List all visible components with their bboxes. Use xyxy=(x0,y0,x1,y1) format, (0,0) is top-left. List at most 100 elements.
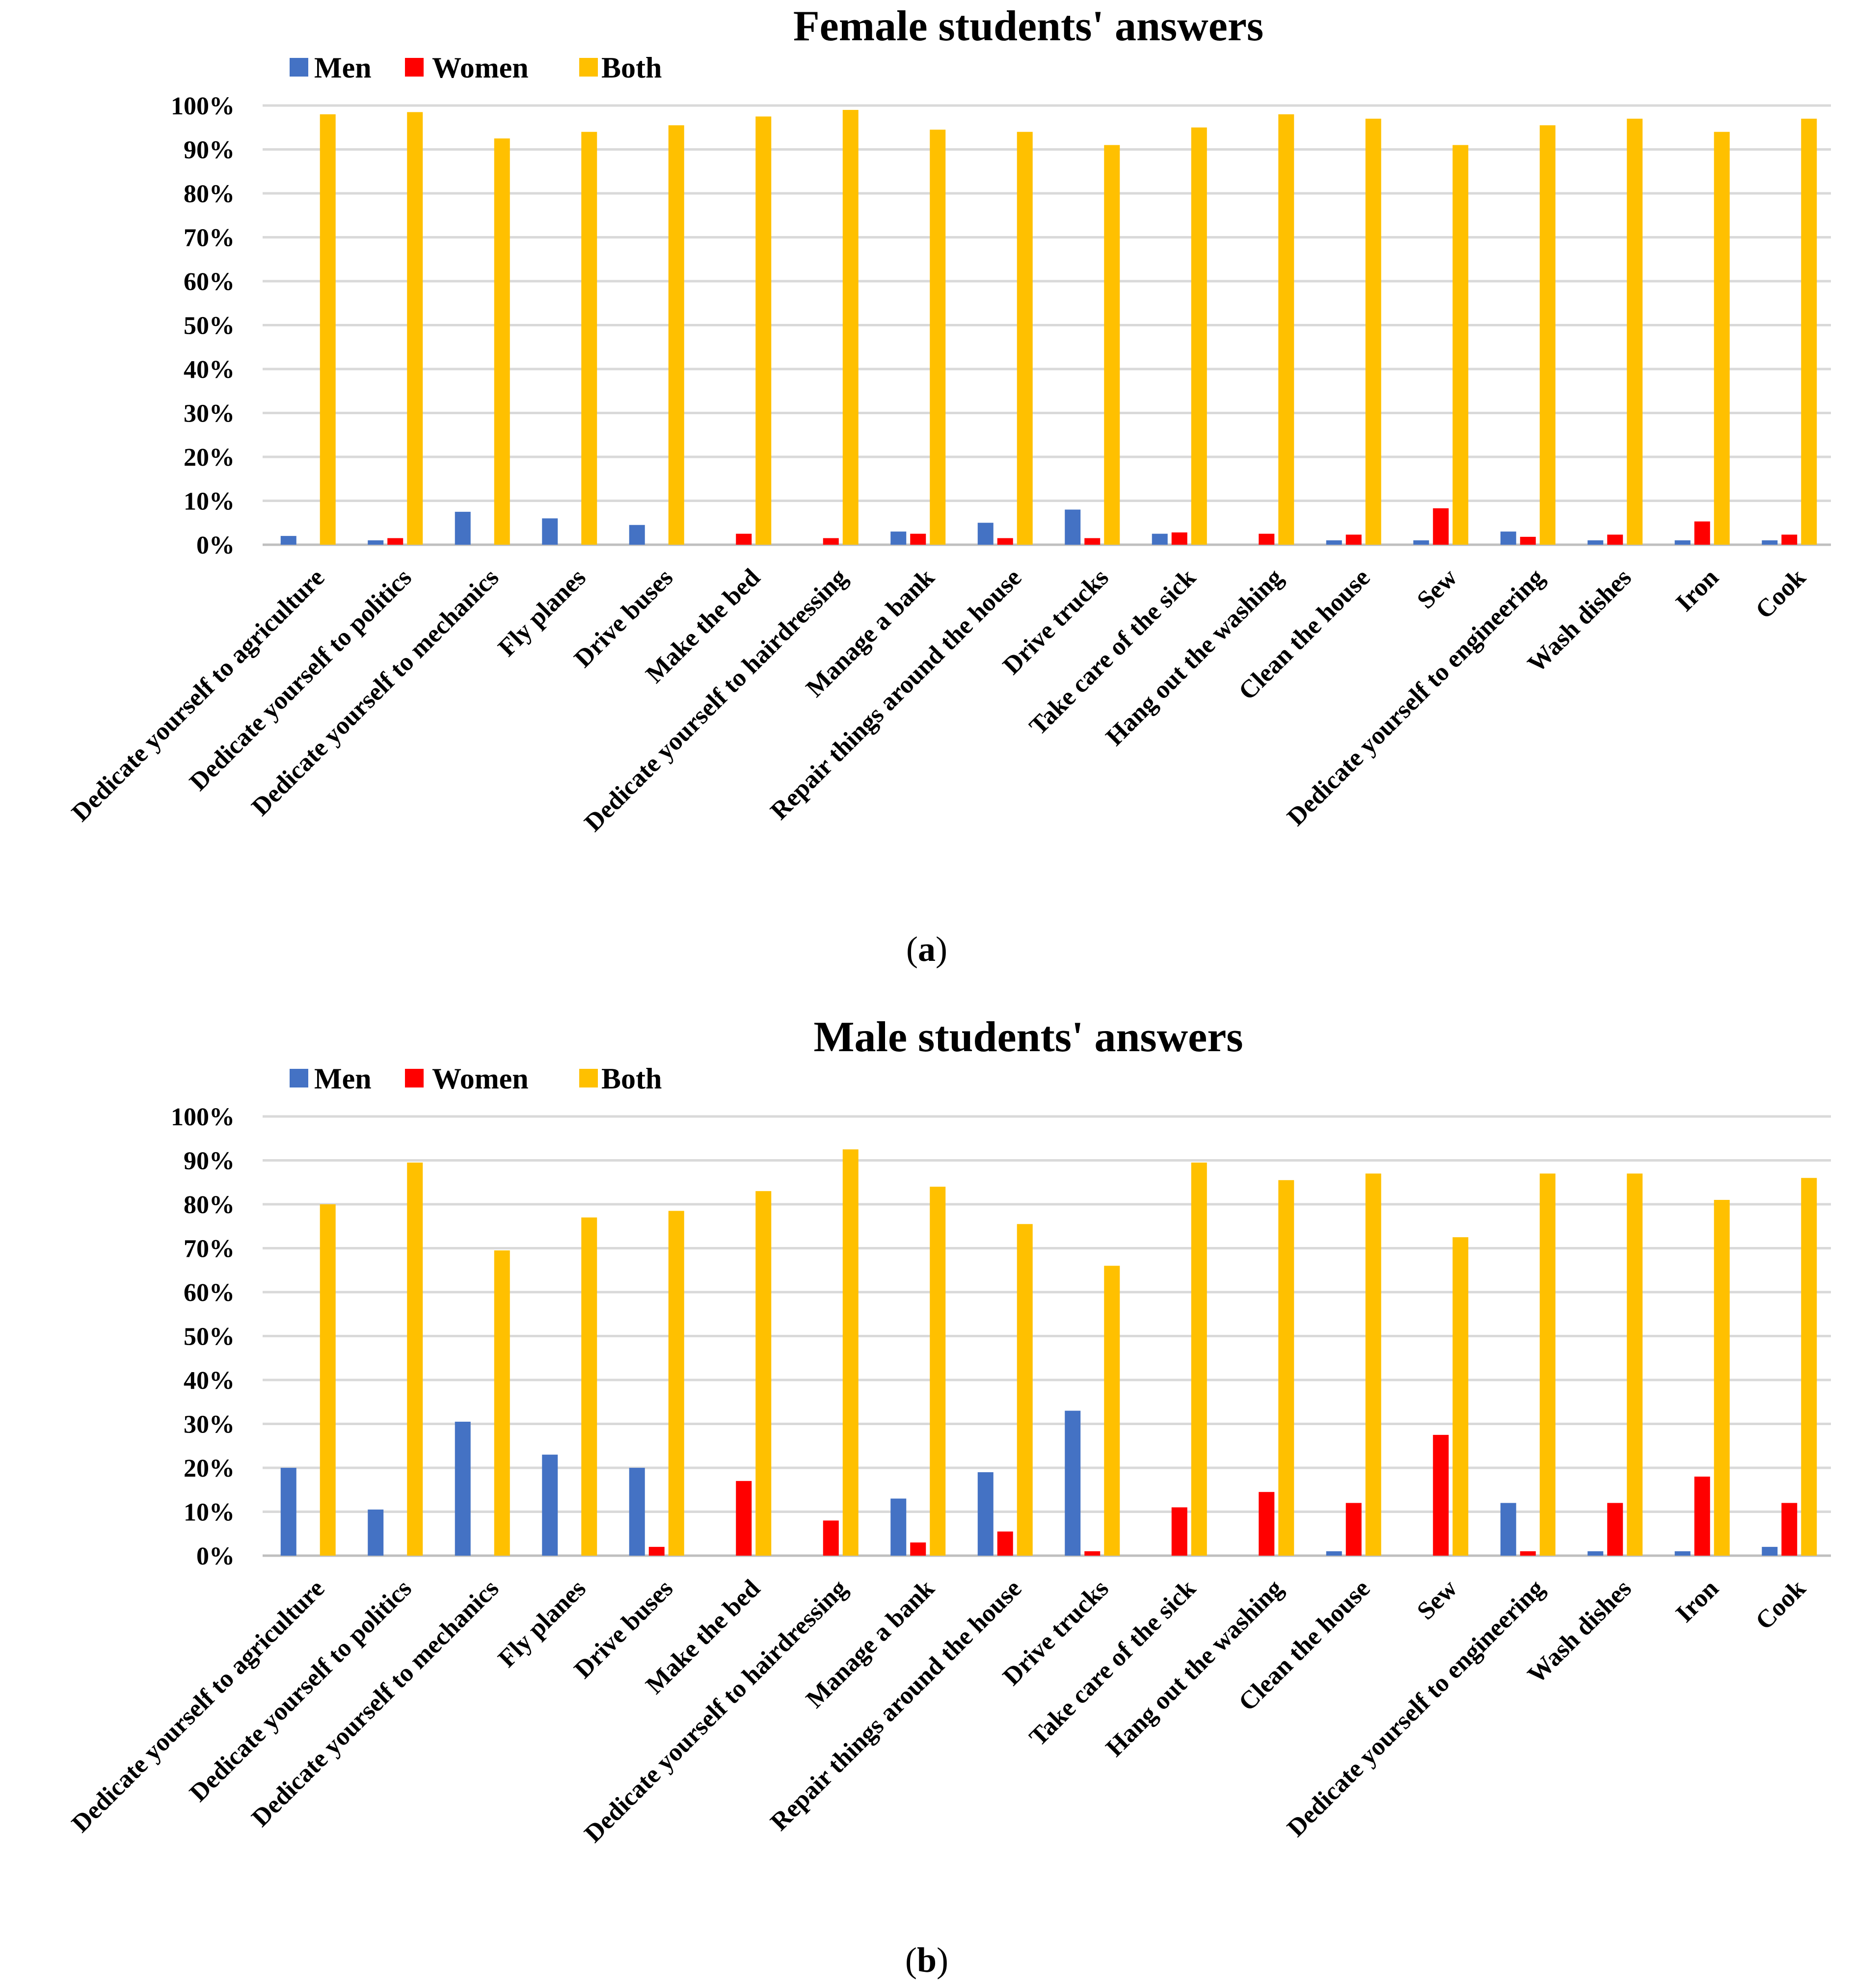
bar-women xyxy=(910,1542,926,1556)
bar-men xyxy=(1500,531,1516,545)
bar-both xyxy=(1539,125,1556,545)
bar-men xyxy=(368,1510,384,1556)
y-tick-label: 80% xyxy=(184,180,235,208)
y-tick-label: 90% xyxy=(184,1147,235,1175)
bar-both xyxy=(1104,1266,1120,1556)
bar-women xyxy=(1520,536,1536,545)
bar-men xyxy=(890,1498,907,1556)
bar-men xyxy=(1065,509,1081,545)
bar-women xyxy=(1345,1503,1362,1556)
bar-women xyxy=(648,1547,665,1556)
x-category-label: Cook xyxy=(1750,563,1811,624)
y-tick-label: 70% xyxy=(184,1235,235,1263)
y-tick-label: 100% xyxy=(171,1103,235,1131)
bar-both xyxy=(1801,1178,1817,1556)
bar-both xyxy=(1627,118,1643,545)
bar-men xyxy=(1152,533,1168,545)
bar-both xyxy=(1627,1173,1643,1556)
bar-women xyxy=(1694,1476,1710,1556)
bar-both xyxy=(1191,1162,1207,1556)
bar-both xyxy=(1452,1237,1469,1556)
x-category-label: Hang out the washing xyxy=(1101,1574,1289,1762)
bar-women xyxy=(1171,1507,1187,1556)
bar-women xyxy=(1607,1503,1623,1556)
y-tick-label: 80% xyxy=(184,1191,235,1219)
bar-women xyxy=(1433,1434,1449,1556)
y-tick-label: 10% xyxy=(184,1499,235,1527)
chart-title: Female students' answers xyxy=(793,2,1263,50)
bar-both xyxy=(755,1191,772,1556)
legend-label-women: Women xyxy=(432,1062,529,1095)
bar-both xyxy=(842,1149,859,1556)
chart-panel-b: Male students' answers Men Women Both 0% 10% 2… xyxy=(66,1013,1831,1980)
bar-both xyxy=(407,112,423,545)
x-category-label: Take care of the sick xyxy=(1024,1574,1201,1751)
bar-men xyxy=(629,525,645,545)
bar-women xyxy=(1607,534,1623,545)
bar-both xyxy=(581,132,597,545)
x-category-label: Sew xyxy=(1412,1574,1463,1625)
bar-men xyxy=(280,1468,296,1556)
panel-caption: (a) xyxy=(906,929,947,969)
bar-women xyxy=(736,533,752,545)
legend-label-men: Men xyxy=(314,1062,372,1095)
legend-label-men: Men xyxy=(314,52,372,84)
bar-men xyxy=(455,511,471,545)
bar-men xyxy=(629,1468,645,1556)
y-tick-label: 30% xyxy=(184,1411,235,1439)
x-category-label: Cook xyxy=(1750,1574,1811,1635)
bar-women xyxy=(910,533,926,545)
y-tick-label: 0% xyxy=(196,1542,235,1570)
bar-men xyxy=(1762,540,1778,545)
bar-both xyxy=(1191,127,1207,545)
bar-women xyxy=(1345,534,1362,545)
y-tick-label: 30% xyxy=(184,400,235,428)
bar-men xyxy=(368,540,384,545)
bar-both xyxy=(842,109,859,545)
legend-swatch-both xyxy=(579,1069,598,1087)
y-tick-label: 40% xyxy=(184,1367,235,1395)
y-tick-label: 60% xyxy=(184,268,235,296)
bar-men xyxy=(977,523,994,545)
legend-swatch-women xyxy=(405,1069,424,1087)
legend-label-both: Both xyxy=(601,52,662,84)
bar-men xyxy=(1587,540,1604,545)
bar-women xyxy=(1694,521,1710,545)
bar-both xyxy=(1714,1200,1730,1556)
y-tick-label: 90% xyxy=(184,136,235,164)
y-tick-label: 70% xyxy=(184,224,235,252)
bar-men xyxy=(1587,1551,1604,1556)
bar-women xyxy=(997,538,1013,545)
bar-both xyxy=(1017,1224,1033,1556)
bar-women xyxy=(1084,538,1101,545)
y-tick-label: 10% xyxy=(184,488,235,516)
bar-women xyxy=(1781,534,1798,545)
bar-women xyxy=(1084,1551,1101,1556)
bar-women xyxy=(823,1520,839,1556)
legend-swatch-women xyxy=(405,58,424,77)
bar-both xyxy=(581,1217,597,1556)
bar-both xyxy=(494,1250,510,1556)
legend-swatch-both xyxy=(579,58,598,77)
y-tick-label: 40% xyxy=(184,356,235,384)
bar-both xyxy=(1017,132,1033,545)
bar-women xyxy=(823,538,839,545)
panel-caption: (b) xyxy=(905,1940,948,1980)
bar-women xyxy=(997,1531,1013,1556)
bar-both xyxy=(1278,114,1294,545)
bar-men xyxy=(890,531,907,545)
bar-both xyxy=(320,1204,336,1556)
bar-women xyxy=(387,538,403,545)
chart-panel-a: Female students' answers Men Women Both 0% 10… xyxy=(66,2,1831,969)
bar-both xyxy=(930,130,946,545)
chart-title: Male students' answers xyxy=(813,1013,1243,1061)
bar-men xyxy=(1065,1410,1081,1556)
legend-swatch-men xyxy=(290,58,308,77)
bar-women xyxy=(1171,532,1187,545)
bar-women xyxy=(1781,1503,1798,1556)
bar-both xyxy=(1278,1180,1294,1556)
y-tick-label: 20% xyxy=(184,444,235,472)
bar-men xyxy=(1500,1503,1516,1556)
bar-both xyxy=(1365,118,1381,545)
bar-both xyxy=(1365,1173,1381,1556)
